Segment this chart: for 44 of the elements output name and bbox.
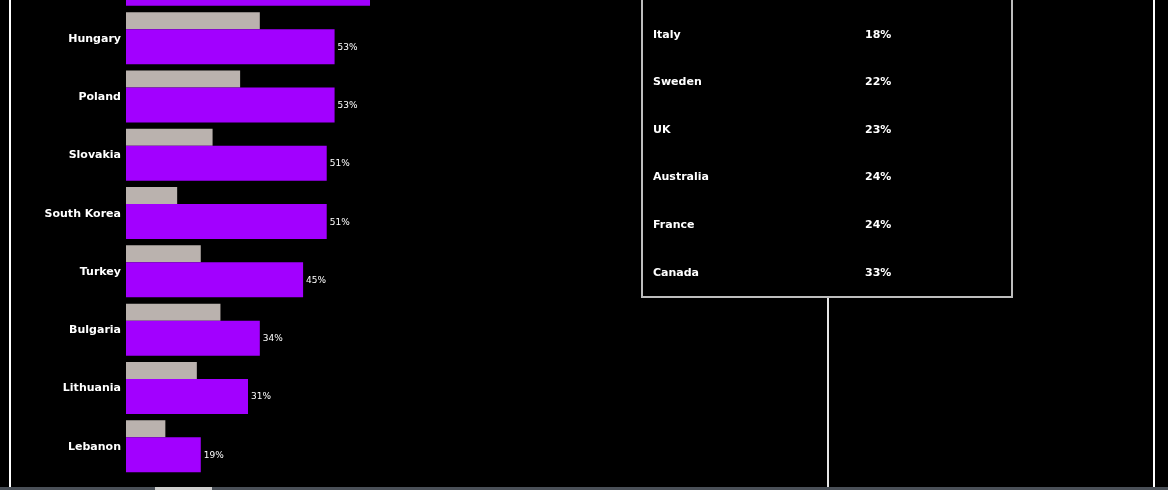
bar <box>126 303 221 321</box>
text: 24% <box>865 170 892 184</box>
bar <box>126 262 304 298</box>
bar <box>126 70 241 88</box>
bar <box>126 437 201 473</box>
data-label: 19% <box>203 449 225 460</box>
text: 23% <box>865 122 892 136</box>
bar <box>126 29 335 65</box>
bar <box>126 145 327 181</box>
bar <box>126 204 327 240</box>
data-label: 45% <box>306 274 327 285</box>
bar <box>126 128 213 146</box>
bar <box>126 420 166 438</box>
category-label: UK <box>653 122 671 136</box>
bar <box>126 361 197 379</box>
bar <box>126 378 248 414</box>
data-label: 53% <box>337 99 359 110</box>
y-tick-label: Lithuania <box>62 381 121 395</box>
y-tick-label: Hungary <box>68 31 121 45</box>
data-label: 34% <box>262 333 284 344</box>
y-tick-label: Lebanon <box>68 439 121 453</box>
text: 24% <box>865 217 892 231</box>
data-label: 53% <box>337 41 359 52</box>
y-tick-label: South Korea <box>44 206 121 220</box>
category-label: Australia <box>653 170 709 184</box>
bar <box>126 87 335 123</box>
bar <box>126 245 201 263</box>
y-tick-label: Bulgaria <box>69 323 121 337</box>
text: 22% <box>865 75 892 89</box>
y-tick-label: Slovakia <box>68 148 121 162</box>
category-label: Italy <box>653 27 681 41</box>
text: 33% <box>865 265 892 279</box>
bar <box>126 187 178 205</box>
text: 18% <box>865 27 892 41</box>
data-label: 31% <box>251 391 272 402</box>
bar <box>126 12 260 30</box>
data-label: 51% <box>329 158 351 169</box>
y-tick-label: Turkey <box>79 264 121 278</box>
category-label: Canada <box>653 265 700 279</box>
data-label: 51% <box>329 216 351 227</box>
bar <box>126 320 260 356</box>
category-label: France <box>653 217 695 231</box>
y-tick-label: Poland <box>78 89 121 103</box>
category-label: Sweden <box>653 75 702 89</box>
